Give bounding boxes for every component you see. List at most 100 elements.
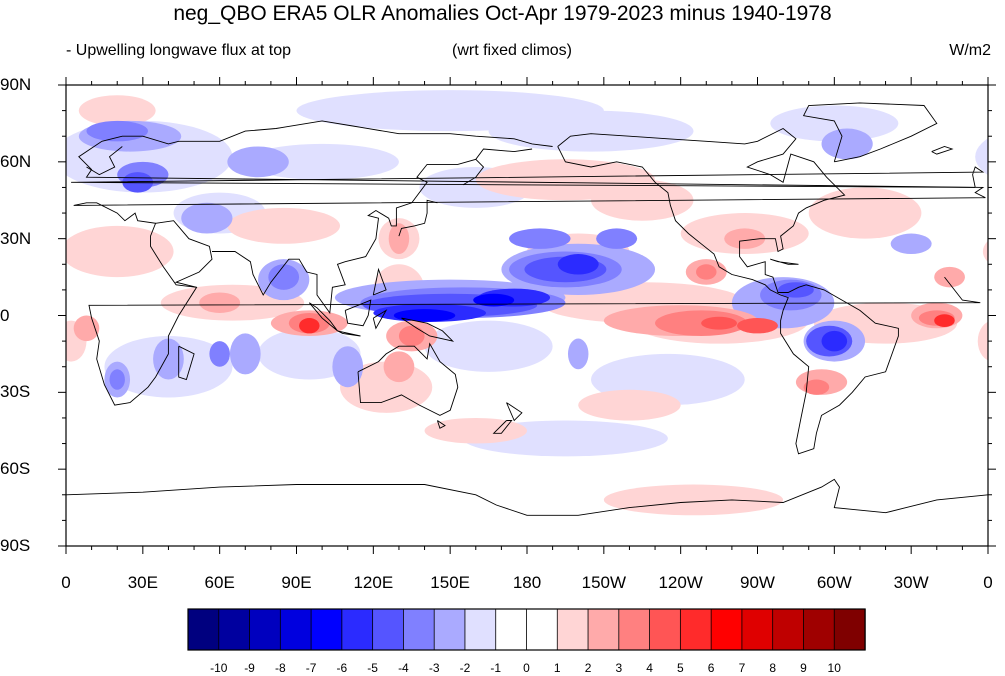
anomaly-contour [299,318,320,334]
anomaly-contour [724,228,766,249]
colorbar-swatch [679,608,712,651]
anomaly-contour [268,264,300,290]
anomaly-contour [509,228,571,249]
coastline [462,158,485,186]
lat-label: 60N [0,151,32,171]
anomaly-contour [153,338,184,380]
lon-label: 30E [127,573,158,592]
anomaly-contour [696,264,717,280]
anomaly-contour [934,266,965,288]
anomaly-contour [557,254,599,275]
coastline [155,220,213,288]
colorbar-swatch [279,608,312,651]
colorbar-label: 5 [677,661,684,675]
lon-label: 120W [658,573,703,592]
colorbar-swatch [833,608,866,651]
colorbar-label: -5 [367,661,378,675]
anomaly-contour [78,95,156,126]
anomaly-contour [603,484,784,516]
colorbar-swatch [218,608,251,651]
colorbar-label: -6 [336,661,348,675]
anomaly-contour [488,110,694,152]
colorbar-label: -9 [244,661,255,675]
colorbar-label: 1 [553,661,561,675]
colorbar-label: 0 [523,661,530,675]
colorbar-swatch [618,608,651,651]
colorbar-swatch [372,608,405,651]
anomaly-contour [383,351,415,383]
anomaly-contour [578,389,681,421]
colorbar-label: -10 [210,661,228,675]
axis-ticks [58,77,996,554]
anomaly-contour [229,333,261,375]
coastline [557,127,899,455]
coastline [372,309,388,330]
lon-label: 60W [816,573,852,592]
colorbar-swatch [803,608,835,651]
anomaly-contour [701,316,738,330]
anomaly-contour [393,309,456,322]
anomaly-contour [109,369,125,390]
coastlines [66,102,988,516]
coastline [344,299,372,327]
coastline [178,345,195,381]
units-label: W/m2 [949,42,991,59]
colorbar-label: 4 [646,661,653,675]
coastline [802,102,938,163]
lat-label: 60S [0,459,31,479]
colorbar-swatch [772,608,805,651]
colorbar-swatch [187,608,220,651]
anomaly-contour [227,207,341,244]
colorbar-label: -8 [274,661,286,675]
lon-label: 0 [61,573,71,592]
coastline [931,146,954,155]
anomaly-contour [388,223,410,255]
anomaly-contour [473,293,515,307]
anomaly-contour [808,187,922,239]
lon-label: 120E [353,573,394,592]
anomaly-contour [770,105,899,142]
coastline [357,342,459,416]
colorbar-swatch [495,608,528,651]
coastline [212,148,533,315]
lon-label: 150E [430,573,470,592]
coastline [492,420,513,434]
colorbar-swatch [341,608,374,651]
colorbar-label: 7 [738,661,746,675]
colorbar-swatch [710,608,743,651]
coastline [86,146,123,176]
anomaly-contour [821,128,873,160]
colorbar-label: -4 [398,661,409,675]
coastline [436,420,446,429]
coastline [770,258,799,265]
coastline [337,330,361,337]
coastline [73,120,986,406]
coastline [71,166,985,188]
colorbar-label: -3 [428,661,440,675]
lat-label: 90S [0,536,31,555]
lon-label: 0 [983,573,993,592]
variable-description: - Upwelling longwave flux at top [66,42,292,59]
climo-note: (wrt fixed climos) [452,42,573,59]
anomaly-contour [209,341,230,367]
anomaly-contour [737,318,778,334]
colorbar-label: -1 [490,661,502,675]
anomaly-contour [332,346,364,388]
coastline [308,302,338,332]
anomaly-contour [977,321,988,361]
anomaly-contour [86,120,148,142]
anomaly-contour [398,325,425,347]
coastline [372,267,387,296]
lon-label: 90E [281,573,312,592]
anomaly-contour [424,320,553,372]
colorbar-swatch [741,608,774,651]
colorbar-swatch [649,608,682,651]
colorbar-label: 10 [827,661,841,675]
colorbar-label: -7 [305,661,317,675]
colorbar-label: 8 [769,661,777,675]
colorbar-swatch [310,608,343,651]
anomaly-contour [821,330,848,352]
lon-label: 180 [512,573,542,592]
anomaly-contour [567,338,589,370]
